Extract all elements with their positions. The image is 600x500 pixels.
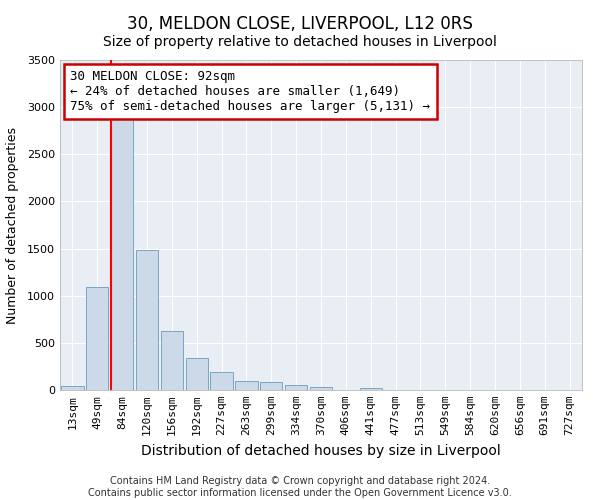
Y-axis label: Number of detached properties: Number of detached properties: [5, 126, 19, 324]
Bar: [86, 287, 109, 390]
Text: 30, MELDON CLOSE, LIVERPOOL, L12 0RS: 30, MELDON CLOSE, LIVERPOOL, L12 0RS: [127, 15, 473, 33]
Bar: [285, 386, 307, 390]
Text: Contains HM Land Registry data © Crown copyright and database right 2024.
Contai: Contains HM Land Registry data © Crown c…: [88, 476, 512, 498]
Bar: [235, 380, 257, 390]
Bar: [260, 382, 283, 390]
Text: Size of property relative to detached houses in Liverpool: Size of property relative to detached ho…: [103, 35, 497, 49]
Bar: [111, 118, 133, 390]
Bar: [211, 372, 233, 390]
Bar: [61, 386, 83, 390]
X-axis label: Distribution of detached houses by size in Liverpool: Distribution of detached houses by size …: [141, 444, 501, 458]
Text: 30 MELDON CLOSE: 92sqm
← 24% of detached houses are smaller (1,649)
75% of semi-: 30 MELDON CLOSE: 92sqm ← 24% of detached…: [70, 70, 430, 113]
Bar: [161, 330, 183, 390]
Bar: [310, 387, 332, 390]
Bar: [136, 250, 158, 390]
Bar: [185, 358, 208, 390]
Bar: [359, 388, 382, 390]
